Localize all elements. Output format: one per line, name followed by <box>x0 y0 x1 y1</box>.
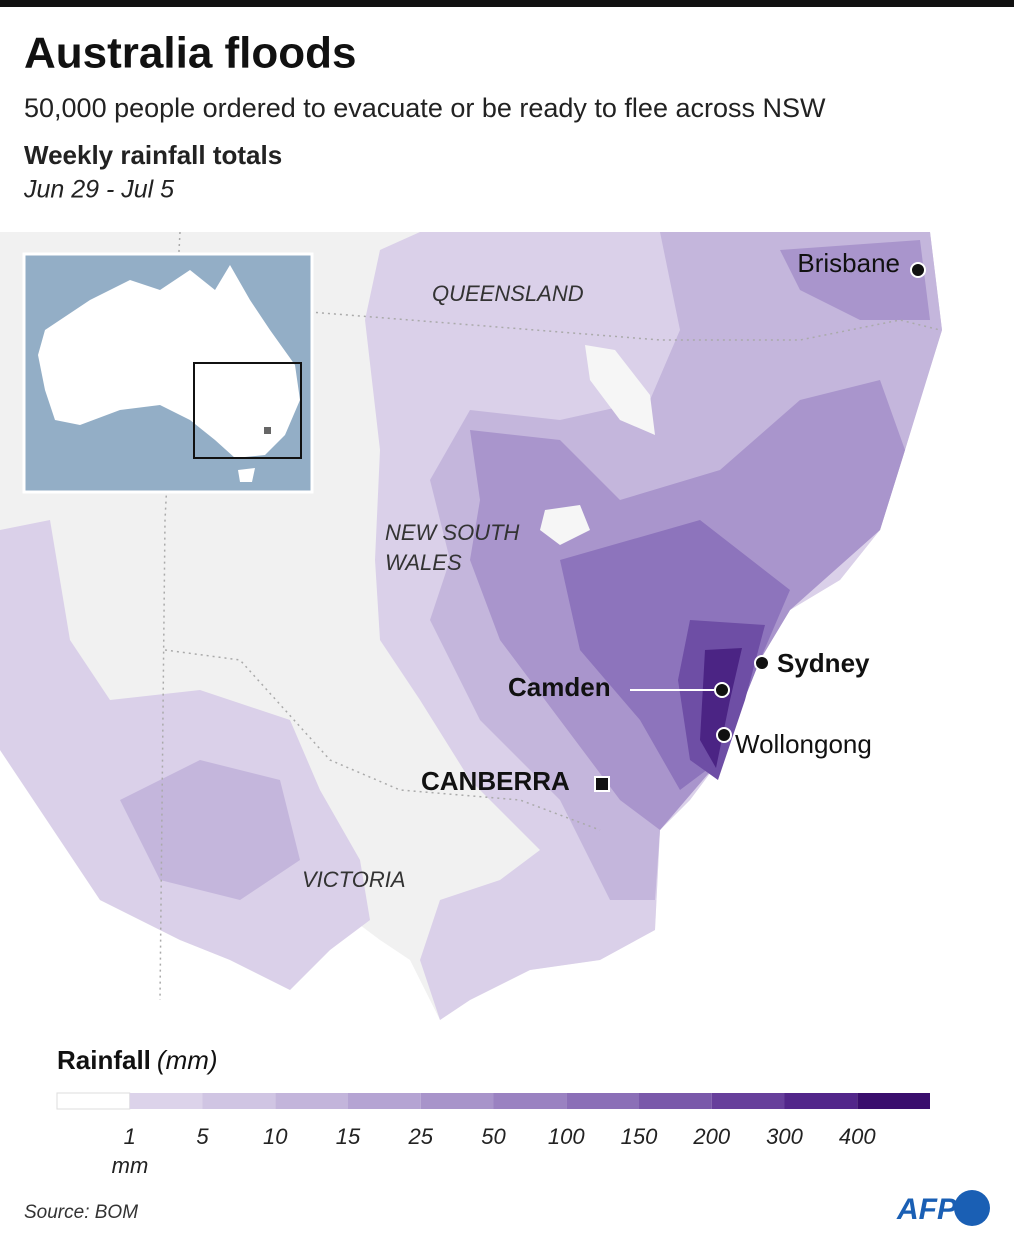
city-marker <box>910 262 926 278</box>
inset-map <box>22 252 314 494</box>
period: Jun 29 - Jul 5 <box>23 176 174 204</box>
legend-bin <box>493 1093 567 1109</box>
legend-title-text: Rainfall <box>57 1045 151 1075</box>
capital-marker <box>594 776 610 792</box>
inset-australia <box>38 265 300 482</box>
dry-patch <box>540 345 655 545</box>
rain-zone <box>700 648 742 768</box>
logo: AFP <box>896 1193 958 1226</box>
region-label: NEW SOUTH <box>385 520 520 545</box>
legend-tick-label: 15 <box>336 1124 361 1149</box>
logo-mark <box>954 1190 990 1226</box>
legend-tick-label: 100 <box>548 1124 585 1149</box>
legend-tick-label: 150 <box>621 1124 658 1149</box>
city-label: Brisbane <box>797 248 900 278</box>
legend-tick-label: 1 <box>124 1124 136 1149</box>
top-rule <box>0 0 1014 7</box>
legend-tick-label: 10 <box>263 1124 288 1149</box>
legend-bin <box>56 1092 131 1110</box>
region-label: WALES <box>385 550 462 575</box>
heading: Weekly rainfall totals <box>24 140 282 170</box>
legend-tick-label: 5 <box>196 1124 209 1149</box>
legend-bin <box>420 1093 494 1109</box>
title: Australia floods <box>24 29 357 78</box>
city-label: Wollongong <box>735 729 872 759</box>
legend: 1 5 10 15 25 50 100 150 200 300 400 <box>56 1092 930 1149</box>
legend-bin <box>348 1093 421 1109</box>
inset-extent <box>193 362 302 459</box>
legend-tick-unit: mm <box>112 1153 149 1178</box>
legend-tick-label: 400 <box>839 1124 876 1149</box>
legend-tick-label: 300 <box>766 1124 803 1149</box>
region-label: QUEENSLAND <box>432 281 584 306</box>
map: QUEENSLAND NEW SOUTH WALES VICTORIA Bris… <box>0 231 1014 1032</box>
inset-marker <box>264 427 271 434</box>
city-marker <box>754 655 770 671</box>
legend-bin <box>711 1093 785 1109</box>
legend-bin <box>857 1093 930 1109</box>
city-label: CANBERRA <box>421 766 570 796</box>
legend-tick-label: 200 <box>692 1124 730 1149</box>
legend-bin <box>566 1093 639 1109</box>
subtitle: 50,000 people ordered to evacuate or be … <box>24 93 826 123</box>
city-marker <box>716 727 732 743</box>
legend-unit: (mm) <box>157 1045 218 1075</box>
source: Source: BOM <box>24 1202 138 1223</box>
legend-bin <box>639 1093 712 1109</box>
region-label: VICTORIA <box>302 867 406 892</box>
legend-bin <box>275 1093 348 1109</box>
city-label: Sydney <box>777 648 870 678</box>
legend-bin <box>784 1093 858 1109</box>
legend-bin <box>202 1093 276 1109</box>
city-label: Camden <box>508 672 611 702</box>
legend-tick-label: 50 <box>481 1124 506 1149</box>
legend-tick-label: 25 <box>408 1124 434 1149</box>
city-marker <box>714 682 730 698</box>
legend-bin <box>129 1093 203 1109</box>
legend-title: Rainfall (mm) <box>57 1045 218 1075</box>
